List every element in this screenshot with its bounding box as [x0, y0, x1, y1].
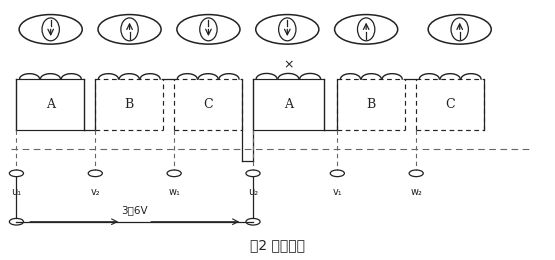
- Text: w₁: w₁: [168, 187, 180, 197]
- Text: B: B: [125, 98, 134, 111]
- Text: v₂: v₂: [90, 187, 100, 197]
- Text: w₂: w₂: [410, 187, 422, 197]
- Text: A: A: [284, 98, 293, 111]
- Text: v₁: v₁: [332, 187, 342, 197]
- Text: ×: ×: [283, 58, 294, 72]
- Text: A: A: [46, 98, 55, 111]
- Text: 3～6V: 3～6V: [122, 205, 148, 215]
- Text: B: B: [367, 98, 376, 111]
- Text: u₁: u₁: [11, 187, 22, 197]
- Text: u₂: u₂: [248, 187, 258, 197]
- Text: C: C: [445, 98, 455, 111]
- Text: 图2 指南针法: 图2 指南针法: [250, 238, 305, 252]
- Text: C: C: [203, 98, 213, 111]
